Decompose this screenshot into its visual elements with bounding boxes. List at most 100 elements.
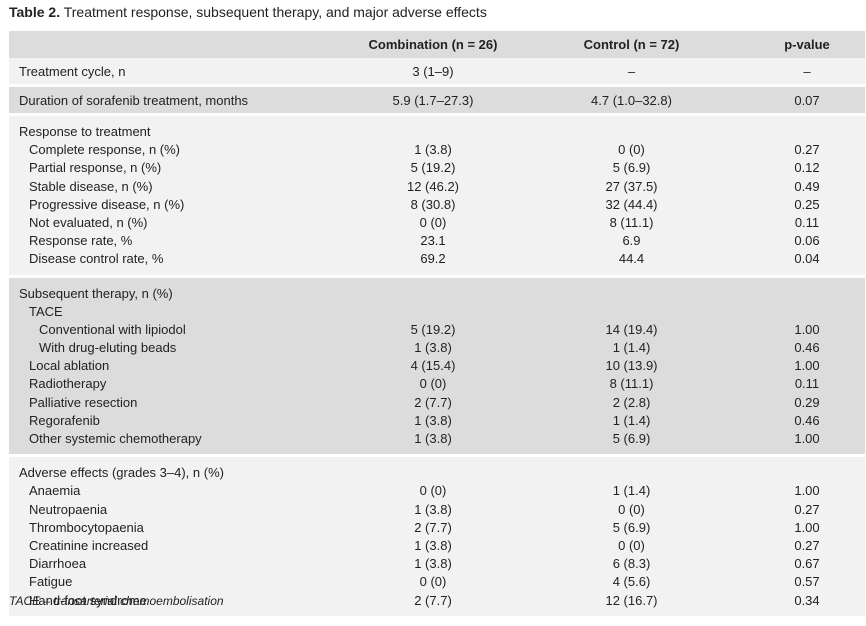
subsequent-section: Subsequent therapy, n (%) TACE Conventio… bbox=[9, 277, 865, 455]
pvalue-cell: 0.07 bbox=[794, 92, 820, 108]
control-cell: 14 (19.4) bbox=[605, 321, 658, 337]
row-label: Neutropaenia bbox=[29, 501, 108, 517]
pvalue-cell: 1.00 bbox=[794, 321, 820, 337]
control-cell: – bbox=[627, 63, 636, 79]
row-label: Anaemia bbox=[29, 483, 81, 499]
control-cell: 0 (0) bbox=[618, 142, 645, 158]
row-label: Hand-foot syndrome bbox=[29, 592, 147, 608]
row-label: Duration of sorafenib treatment, months bbox=[19, 92, 249, 108]
row-label: Palliative resection bbox=[29, 394, 138, 410]
control-cell: 8 (11.1) bbox=[609, 376, 654, 392]
pvalue-cell: 0.11 bbox=[794, 214, 820, 230]
row-label: Radiotherapy bbox=[29, 376, 107, 392]
pvalue-cell: 0.11 bbox=[794, 376, 820, 392]
combination-cell: 1 (3.8) bbox=[414, 556, 452, 572]
row-label: Progressive disease, n (%) bbox=[29, 196, 185, 212]
pvalue-cell: 0.27 bbox=[794, 501, 820, 517]
control-cell: 5 (6.9) bbox=[612, 519, 651, 535]
header-combination: Combination (n = 26) bbox=[368, 37, 498, 52]
pvalue-cell: 0.27 bbox=[794, 537, 820, 553]
control-cell: 6.9 bbox=[622, 233, 641, 249]
control-cell: 5 (6.9) bbox=[612, 431, 651, 446]
row-label: Other systemic chemotherapy bbox=[29, 431, 202, 446]
combination-cell: 5 (19.2) bbox=[410, 160, 456, 176]
pvalue-cell: 0.25 bbox=[794, 196, 820, 212]
control-cell: 32 (44.4) bbox=[605, 196, 658, 212]
pvalue-cell: 0.46 bbox=[794, 340, 820, 356]
control-cell: 0 (0) bbox=[618, 501, 645, 517]
pvalue-cell: 0.49 bbox=[794, 178, 820, 194]
control-cell: 10 (13.9) bbox=[605, 358, 658, 374]
combination-cell: 2 (7.7) bbox=[414, 519, 452, 535]
combination-cell: 23.1 bbox=[420, 233, 446, 249]
combination-cell: 1 (3.8) bbox=[414, 431, 452, 446]
row-label: Regorafenib bbox=[29, 412, 100, 428]
control-cell: 1 (1.4) bbox=[612, 412, 651, 428]
section-header-response: Response to treatment bbox=[19, 124, 151, 139]
row-label: Complete response, n (%) bbox=[29, 142, 181, 158]
control-cell: 1 (1.4) bbox=[612, 483, 651, 499]
row-label: Fatigue bbox=[29, 574, 73, 590]
pvalue-cell: 1.00 bbox=[794, 358, 820, 374]
control-cell: 27 (37.5) bbox=[605, 178, 658, 194]
row-label: Treatment cycle, n bbox=[19, 63, 126, 79]
row-label: Local ablation bbox=[29, 358, 110, 374]
header-blank bbox=[9, 31, 352, 58]
tace-label: TACE bbox=[29, 303, 63, 319]
header-pvalue: p-value bbox=[784, 37, 830, 52]
pvalue-cell: 0.34 bbox=[794, 592, 820, 608]
row-label: Creatinine increased bbox=[29, 537, 149, 553]
control-cell: 6 (8.3) bbox=[612, 556, 651, 572]
pvalue-cell: 0.12 bbox=[794, 160, 820, 176]
combination-cell: 4 (15.4) bbox=[410, 358, 456, 374]
combination-cell: 1 (3.8) bbox=[414, 501, 452, 517]
combination-cell: 8 (30.8) bbox=[410, 196, 456, 212]
combination-cell: 2 (7.7) bbox=[414, 592, 452, 608]
combination-cell: 1 (3.8) bbox=[414, 340, 452, 356]
table-caption: Table 2. Treatment response, subsequent … bbox=[9, 3, 487, 21]
pvalue-cell: – bbox=[803, 63, 811, 79]
row-label: Response rate, % bbox=[29, 233, 133, 249]
row-label: Conventional with lipiodol bbox=[39, 321, 186, 337]
combination-cell: 0 (0) bbox=[419, 574, 447, 590]
row-label: With drug-eluting beads bbox=[39, 340, 177, 356]
control-cell: 4 (5.6) bbox=[612, 574, 651, 590]
pvalue-cell: 0.04 bbox=[794, 251, 820, 267]
table-footnote: TACE – transarterial chemoembolisation bbox=[9, 594, 224, 608]
table-row: Duration of sorafenib treatment, months … bbox=[9, 87, 865, 113]
row-label: Thrombocytopaenia bbox=[29, 519, 144, 535]
control-cell: 44.4 bbox=[618, 251, 645, 267]
section-header-subsequent: Subsequent therapy, n (%) bbox=[19, 285, 173, 301]
row-label: Stable disease, n (%) bbox=[29, 178, 153, 194]
combination-cell: 0 (0) bbox=[419, 214, 447, 230]
control-cell: 0 (0) bbox=[618, 537, 645, 553]
combination-cell: 1 (3.8) bbox=[414, 537, 452, 553]
caption-text: Treatment response, subsequent therapy, … bbox=[60, 4, 487, 20]
row-label: Diarrhoea bbox=[29, 556, 87, 572]
control-cell: 8 (11.1) bbox=[609, 214, 654, 230]
pvalue-cell: 0.46 bbox=[794, 412, 820, 428]
pvalue-cell: 0.57 bbox=[794, 574, 820, 590]
pvalue-cell: 0.67 bbox=[794, 556, 820, 572]
combination-cell: 0 (0) bbox=[419, 376, 447, 392]
combination-cell: 12 (46.2) bbox=[406, 178, 460, 194]
combination-cell: 1 (3.8) bbox=[414, 412, 452, 428]
table-row: Treatment cycle, n 3 (1–9) – – bbox=[9, 58, 865, 84]
pvalue-cell: 0.06 bbox=[794, 233, 820, 249]
section-header-adverse: Adverse effects (grades 3–4), n (%) bbox=[19, 465, 224, 481]
pvalue-cell: 1.00 bbox=[794, 483, 820, 499]
combination-cell: 2 (7.7) bbox=[414, 394, 452, 410]
row-label: Not evaluated, n (%) bbox=[29, 214, 148, 230]
combination-cell: 5.9 (1.7–27.3) bbox=[392, 92, 474, 108]
results-table: Combination (n = 26) Control (n = 72) p-… bbox=[9, 31, 865, 616]
pvalue-cell: 0.29 bbox=[794, 394, 820, 410]
response-section: Response to treatment Complete response,… bbox=[9, 116, 865, 275]
row-label: Disease control rate, % bbox=[29, 251, 164, 267]
combination-cell: 1 (3.8) bbox=[414, 142, 452, 158]
row-label: Partial response, n (%) bbox=[29, 160, 162, 176]
control-cell: 4.7 (1.0–32.8) bbox=[591, 92, 672, 108]
combination-cell: 5 (19.2) bbox=[410, 321, 456, 337]
control-cell: 1 (1.4) bbox=[612, 340, 651, 356]
pvalue-cell: 0.27 bbox=[794, 142, 820, 158]
control-cell: 12 (16.7) bbox=[605, 592, 658, 608]
